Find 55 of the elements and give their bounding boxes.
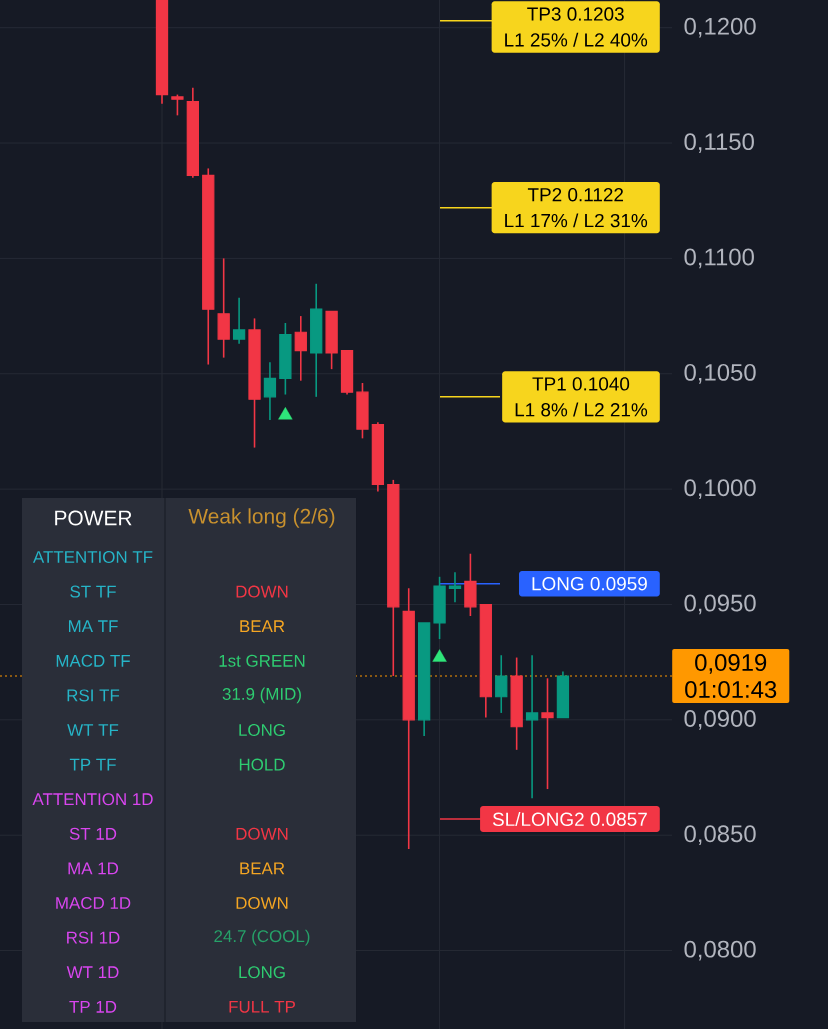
annotation: L1 17% / L2 31% (505, 213, 648, 228)
annotation: HOLD (239, 758, 285, 771)
text: ATTENTION 1D (32, 793, 153, 806)
text: WT 1D (66, 966, 119, 979)
y-tick-label: 0,0850 (684, 825, 756, 846)
candlestick (294, 315, 307, 382)
candlestick (525, 654, 539, 800)
ref-line-label: 0,0919 (695, 654, 767, 674)
text: POWER (55, 510, 132, 526)
annotation: Weak long (2/6) (188, 508, 335, 528)
annotation: FULL TP (229, 1000, 295, 1013)
ref-line-label: TP3 0.1203 (527, 7, 624, 21)
candlestick (448, 571, 462, 603)
text: WT TF (67, 724, 119, 736)
candlestick (171, 93, 184, 117)
text: RSI TF (67, 689, 120, 702)
ref-line-label: TP2 0.1122 (527, 187, 623, 202)
text: RSI 1D (67, 931, 120, 944)
y-tick-label: 0,0800 (684, 940, 756, 961)
text: MACD 1D (56, 897, 131, 909)
candlestick (541, 677, 554, 790)
candlestick (495, 654, 508, 714)
text: ST TF (70, 585, 116, 598)
candlestick (232, 296, 246, 345)
annotation: LONG (239, 724, 285, 736)
ref-line-label: LONG 0.0959 (532, 577, 647, 591)
text: ATTENTION TF (32, 551, 153, 563)
y-tick-label: 0,1100 (684, 248, 754, 269)
annotation: BEAR (240, 862, 285, 875)
text: TP TF (69, 758, 116, 771)
y-tick-label: 0,1000 (684, 479, 756, 499)
ref-line-label: TP1 0.1040 (532, 377, 630, 391)
annotation: L1 25% / L2 40% (505, 32, 648, 47)
y-tick-label: 0,1200 (684, 17, 756, 38)
annotation: BEAR (240, 620, 285, 633)
text: MACD TF (56, 654, 130, 667)
text: TP 1D (69, 1000, 117, 1013)
y-tick-label: 0,0950 (684, 594, 756, 615)
candlestick (263, 361, 277, 421)
y-tick-label: 0,0900 (684, 709, 756, 730)
ref-line-label: SL/LONG2 0.0857 (492, 812, 647, 826)
text: MA 1D (68, 862, 119, 875)
annotation: 1st GREEN (219, 654, 305, 667)
annotation: DOWN (236, 827, 288, 840)
annotation: 31.9 (MID) (222, 687, 301, 704)
annotation: 24.7 (COOL) (214, 929, 310, 946)
text: ST 1D (69, 827, 117, 840)
annotation: L1 8% / L2 21% (515, 402, 648, 417)
y-tick-label: 0,1050 (684, 363, 756, 384)
annotation: DOWN (236, 897, 288, 909)
y-tick-label: 0,1150 (684, 133, 754, 153)
annotation: LONG (239, 966, 285, 979)
text: MA TF (68, 620, 118, 633)
annotation: DOWN (236, 585, 288, 598)
text: 01:01:43 (685, 681, 777, 698)
